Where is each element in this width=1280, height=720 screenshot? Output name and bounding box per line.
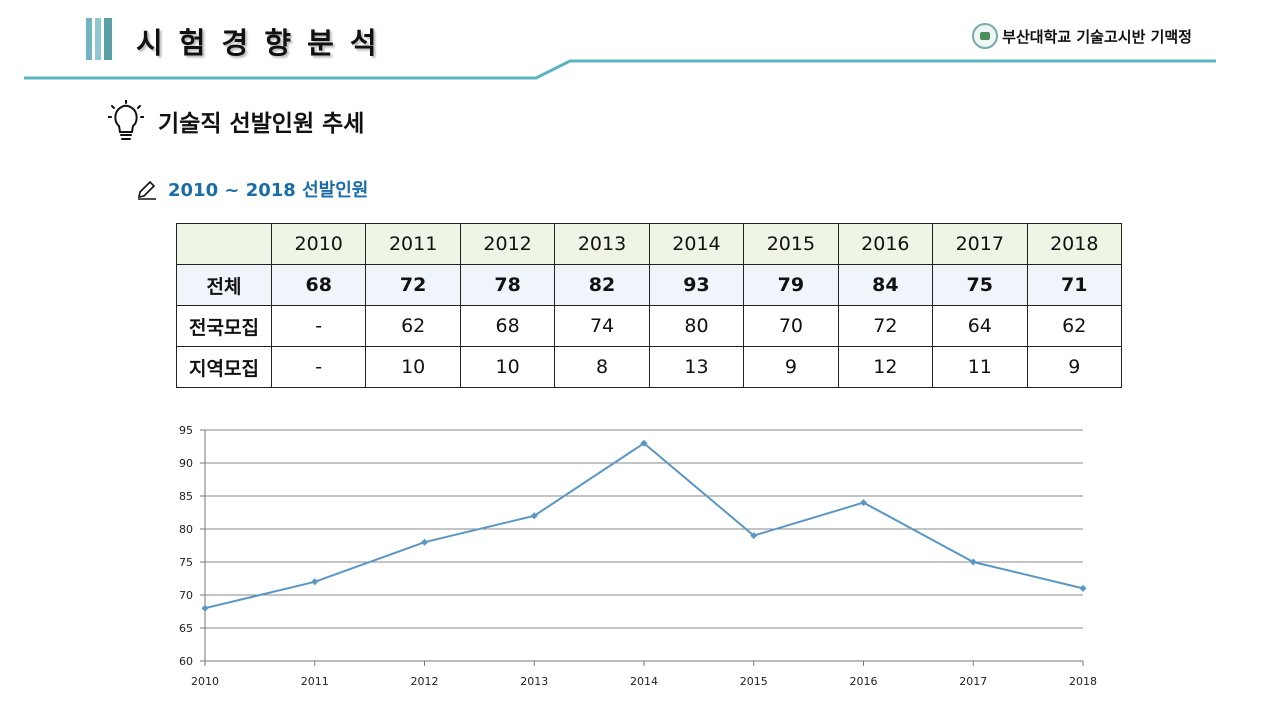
x-tick-label: 2012: [411, 675, 439, 688]
accent-bar: [95, 18, 101, 60]
y-tick-label: 70: [179, 589, 193, 602]
table-cell: 13: [648, 346, 745, 388]
data-point: [860, 499, 867, 507]
column-header: 2011: [365, 223, 461, 265]
y-tick-label: 85: [179, 490, 193, 503]
section-title: 기술직 선발인원 추세: [158, 111, 365, 137]
table-cell: 64: [932, 305, 1028, 347]
table-cell: 10: [365, 346, 461, 388]
table-cell: 79: [743, 264, 839, 306]
y-tick-label: 95: [179, 424, 193, 437]
page-title: 시 험 경 향 분 석: [136, 26, 380, 60]
table-cell: 82: [554, 264, 650, 306]
x-tick-label: 2017: [959, 675, 987, 688]
subsection-header: 2010 ~ 2018 선발인원: [136, 176, 368, 202]
column-header: 2012: [459, 223, 556, 265]
subsection-title: 2010 ~ 2018 선발인원: [168, 180, 369, 201]
recruitment-table: 2010 2011 2012 2013 2014 2015 2016 2017 …: [176, 223, 1122, 388]
table-cell: -: [270, 305, 367, 347]
table-cell: 10: [459, 346, 556, 388]
table-cell: 9: [743, 346, 839, 388]
column-header: 2018: [1026, 223, 1122, 265]
table-cell: 72: [365, 264, 461, 306]
y-tick-label: 80: [179, 523, 193, 536]
data-point: [201, 604, 209, 612]
row-label: 전체: [176, 264, 272, 306]
data-point: [530, 512, 538, 520]
y-tick-label: 65: [179, 622, 193, 635]
x-tick-label: 2014: [630, 675, 658, 688]
table-cell: 84: [837, 264, 934, 306]
data-point: [969, 558, 977, 566]
y-tick-label: 90: [179, 457, 193, 470]
table-cell: 68: [270, 264, 367, 306]
table-row: 전체 68 72 78 82 93 79 84 75 71: [176, 264, 1122, 306]
column-header: 2015: [743, 223, 839, 265]
x-tick-label: 2015: [740, 675, 768, 688]
table-corner-cell: [176, 223, 272, 265]
table-cell: 9: [1026, 346, 1122, 388]
table-row: 지역모집 - 10 10 8 13 9 12 11 9: [176, 346, 1122, 388]
y-tick-label: 60: [179, 655, 193, 668]
column-header: 2017: [932, 223, 1028, 265]
table-cell: 74: [554, 305, 650, 347]
accent-bar: [86, 18, 92, 60]
org-name: 부산대학교 기술고시반 기맥정: [1002, 27, 1192, 46]
column-header: 2010: [270, 223, 367, 265]
section-header: 기술직 선발인원 추세: [108, 100, 364, 142]
table-cell: 70: [743, 305, 839, 347]
data-point: [640, 439, 648, 447]
y-tick-label: 75: [179, 556, 193, 569]
x-tick-label: 2010: [191, 675, 219, 688]
data-point: [1079, 584, 1087, 592]
x-tick-label: 2016: [850, 675, 878, 688]
title-accent-bars: [86, 18, 112, 60]
table-cell: 80: [648, 305, 745, 347]
table-cell: 71: [1026, 264, 1122, 306]
table-cell: 12: [837, 346, 934, 388]
data-point: [421, 538, 428, 546]
row-label: 지역모집: [176, 346, 272, 388]
column-header: 2014: [648, 223, 745, 265]
table-header-row: 2010 2011 2012 2013 2014 2015 2016 2017 …: [176, 223, 1122, 265]
table-cell: 78: [459, 264, 556, 306]
lightbulb-icon: [108, 100, 144, 140]
table-cell: 11: [932, 346, 1028, 388]
column-header: 2016: [837, 223, 934, 265]
data-point: [750, 532, 758, 540]
x-tick-label: 2013: [520, 675, 548, 688]
table-cell: 8: [554, 346, 650, 388]
table-cell: 62: [1026, 305, 1122, 347]
org-label: 부산대학교 기술고시반 기맥정: [972, 23, 1192, 49]
pencil-icon: [137, 180, 156, 200]
university-logo-icon: [972, 23, 999, 49]
x-tick-label: 2018: [1069, 675, 1097, 688]
table-cell: 62: [365, 305, 461, 347]
column-header: 2013: [554, 223, 650, 265]
header-divider: [24, 59, 1216, 80]
accent-bar: [104, 18, 112, 60]
series-line: [204, 441, 1084, 610]
table-cell: -: [270, 346, 367, 388]
x-tick-label: 2011: [301, 675, 329, 688]
data-point: [311, 578, 319, 586]
